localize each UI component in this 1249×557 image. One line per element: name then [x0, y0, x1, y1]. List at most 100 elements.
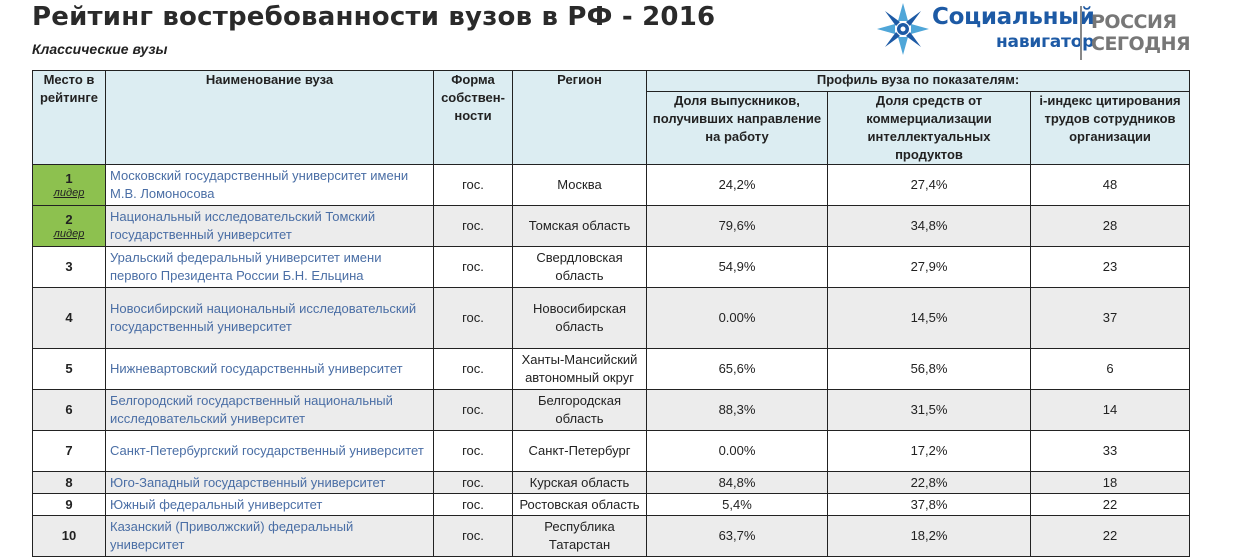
citation-index-cell: 28	[1030, 205, 1190, 247]
graduates-share-cell: 0.00%	[646, 287, 828, 349]
citation-index-cell: 18	[1030, 471, 1190, 494]
region-cell: Томская область	[512, 205, 647, 247]
graduates-share-cell: 0.00%	[646, 430, 828, 472]
university-name-link[interactable]: Южный федеральный университет	[105, 493, 434, 516]
university-name-link[interactable]: Новосибирский национальный исследователь…	[105, 287, 434, 349]
ownership-cell: гос.	[433, 287, 513, 349]
citation-index-cell: 23	[1030, 246, 1190, 288]
rank-cell: 5	[32, 348, 106, 390]
rank-number: 4	[65, 310, 73, 325]
table-header: Место в рейтинге Наименование вуза Форма…	[32, 70, 1190, 165]
partner-logo-line2: СЕГОДНЯ	[1091, 33, 1191, 55]
column-header-graduates: Доля выпускников, получивших направление…	[646, 91, 828, 165]
graduates-share-cell: 84,8%	[646, 471, 828, 494]
rank-number: 7	[65, 443, 73, 458]
graduates-share-cell: 79,6%	[646, 205, 828, 247]
column-header-citation: i-индекс цитирования трудов сотрудников …	[1030, 91, 1190, 165]
rank-number: 5	[65, 361, 73, 376]
graduates-share-cell: 24,2%	[646, 164, 828, 206]
commercial-share-cell: 14,5%	[827, 287, 1031, 349]
region-cell: Белгородская область	[512, 389, 647, 431]
graduates-share-cell: 65,6%	[646, 348, 828, 390]
region-cell: Москва	[512, 164, 647, 206]
leader-link[interactable]: лидер	[53, 186, 85, 199]
region-cell: Курская область	[512, 471, 647, 494]
commercial-share-cell: 17,2%	[827, 430, 1031, 472]
rank-cell: 4	[32, 287, 106, 349]
rank-cell: 1 лидер	[32, 164, 106, 206]
rank-number: 10	[61, 528, 77, 543]
university-name-link[interactable]: Нижневартовский государственный универси…	[105, 348, 434, 390]
ownership-cell: гос.	[433, 164, 513, 206]
region-cell: Свердловская область	[512, 246, 647, 288]
column-group-header-profile: Профиль вуза по показателям:	[646, 70, 1190, 92]
column-header-region: Регион	[512, 70, 647, 165]
university-name-link[interactable]: Уральский федеральный университет имени …	[105, 246, 434, 288]
university-name-link[interactable]: Юго-Западный государственный университет	[105, 471, 434, 494]
rank-number: 1	[65, 170, 73, 186]
rank-number: 3	[65, 259, 73, 274]
citation-index-cell: 14	[1030, 389, 1190, 431]
region-cell: Ханты-Мансийский автономный округ	[512, 348, 647, 390]
ownership-cell: гос.	[433, 246, 513, 288]
ownership-cell: гос.	[433, 430, 513, 472]
table-row: 6 Белгородский государственный национальн…	[32, 389, 1190, 431]
graduates-share-cell: 63,7%	[646, 515, 828, 557]
partner-logo-line1: РОССИЯ	[1091, 11, 1177, 33]
rank-cell: 10	[32, 515, 106, 557]
commercial-share-cell: 34,8%	[827, 205, 1031, 247]
column-header-name: Наименование вуза	[105, 70, 434, 165]
ownership-cell: гос.	[433, 471, 513, 494]
university-name-link[interactable]: Московский государственный университет и…	[105, 164, 434, 206]
university-name-link[interactable]: Белгородский государственный национальны…	[105, 389, 434, 431]
logo-name-line1: Социальный	[932, 4, 1095, 30]
rank-cell: 8	[32, 471, 106, 494]
ownership-cell: гос.	[433, 493, 513, 516]
commercial-share-cell: 27,9%	[827, 246, 1031, 288]
rank-cell: 9	[32, 493, 106, 516]
table-row: 9 Южный федеральный университет гос. Ростов…	[32, 493, 1190, 516]
column-header-ownership: Форма собствен-ности	[433, 70, 513, 165]
commercial-share-cell: 31,5%	[827, 389, 1031, 431]
rank-cell: 3	[32, 246, 106, 288]
ownership-cell: гос.	[433, 205, 513, 247]
rating-table: Место в рейтинге Наименование вуза Форма…	[32, 70, 1190, 557]
university-name-link[interactable]: Казанский (Приволжский) федеральный унив…	[105, 515, 434, 557]
region-cell: Санкт-Петербург	[512, 430, 647, 472]
graduates-share-cell: 5,4%	[646, 493, 828, 516]
logo: Социальный навигатор РОССИЯ СЕГОДНЯ	[874, 2, 1191, 60]
citation-index-cell: 22	[1030, 515, 1190, 557]
rank-number: 2	[65, 211, 73, 227]
university-name-link[interactable]: Санкт-Петербургский государственный унив…	[105, 430, 434, 472]
table-row: 2 лидер Национальный исследовательский Том…	[32, 205, 1190, 247]
table-row: 7 Санкт-Петербургский государственный уни…	[32, 430, 1190, 472]
ownership-cell: гос.	[433, 515, 513, 557]
citation-index-cell: 6	[1030, 348, 1190, 390]
table-row: 5 Нижневартовский государственный универс…	[32, 348, 1190, 390]
table-row: 8 Юго-Западный государственный университе…	[32, 471, 1190, 494]
citation-index-cell: 48	[1030, 164, 1190, 206]
rank-cell: 6	[32, 389, 106, 431]
table-row: 1 лидер Московский государственный универс…	[32, 164, 1190, 206]
citation-index-cell: 37	[1030, 287, 1190, 349]
graduates-share-cell: 88,3%	[646, 389, 828, 431]
commercial-share-cell: 56,8%	[827, 348, 1031, 390]
table-row: 3 Уральский федеральный университет имени…	[32, 246, 1190, 288]
ownership-cell: гос.	[433, 348, 513, 390]
snowflake-star-icon	[877, 3, 929, 55]
column-header-commercial: Доля средств от коммерциализации интелле…	[827, 91, 1031, 165]
commercial-share-cell: 22,8%	[827, 471, 1031, 494]
rank-cell: 7	[32, 430, 106, 472]
table-body: 1 лидер Московский государственный универс…	[32, 164, 1190, 557]
region-cell: Новосибирская область	[512, 287, 647, 349]
region-cell: Республика Татарстан	[512, 515, 647, 557]
logo-name-line2: навигатор	[996, 32, 1095, 52]
region-cell: Ростовская область	[512, 493, 647, 516]
commercial-share-cell: 27,4%	[827, 164, 1031, 206]
rank-number: 6	[65, 402, 73, 417]
rank-number: 8	[65, 474, 73, 490]
leader-link[interactable]: лидер	[53, 227, 85, 240]
university-name-link[interactable]: Национальный исследовательский Томский г…	[105, 205, 434, 247]
citation-index-cell: 22	[1030, 493, 1190, 516]
column-header-place: Место в рейтинге	[32, 70, 106, 165]
